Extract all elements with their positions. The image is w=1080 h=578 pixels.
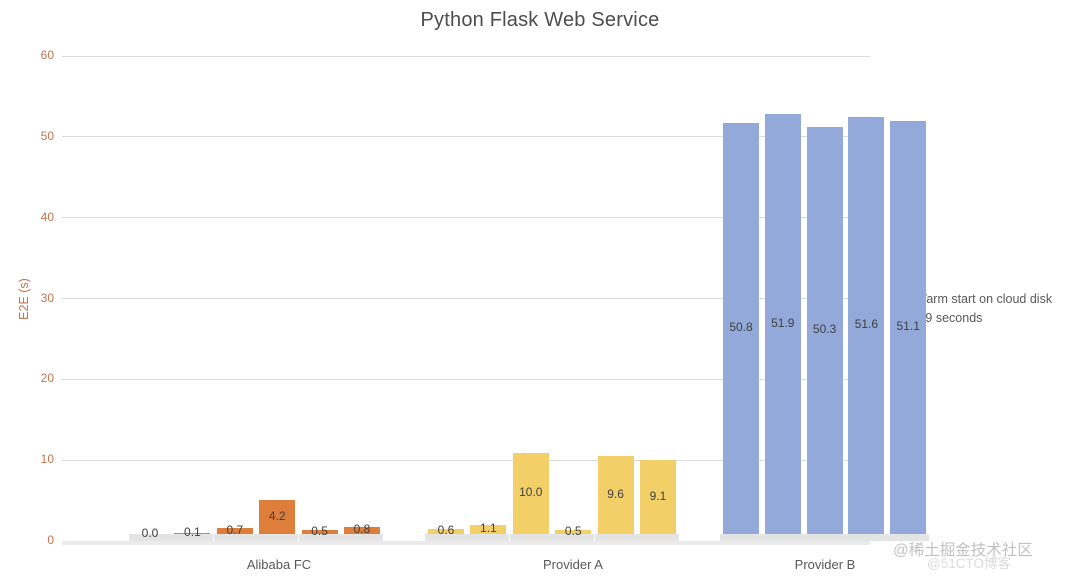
chart-title: Python Flask Web Service [420, 9, 660, 31]
bar-value-label: 0.5 [311, 523, 328, 538]
bar-value-segment [174, 532, 211, 534]
bar-value-label: 9.6 [607, 486, 624, 501]
bar-value-label: 50.8 [729, 320, 753, 335]
bar-warm-start-segment [467, 533, 510, 541]
y-tick-label: 50 [40, 128, 54, 143]
bar-warm-start-segment [845, 533, 888, 541]
bar-value-label: 1.1 [480, 521, 497, 536]
bar-warm-start-segment [887, 533, 930, 541]
bar-value-segment [470, 524, 507, 534]
bar-value-label: 0.5 [564, 523, 582, 538]
bar-value-segment [597, 456, 634, 534]
legend-label: Warm start on cloud disk 0.9 seconds [915, 290, 1052, 328]
bar-warm-start-segment [720, 533, 762, 541]
bar-value-label: 0.1 [184, 525, 201, 540]
bar-warm-start-segment [594, 533, 637, 541]
y-tick-label: 10 [40, 452, 54, 467]
bar-value-segment [848, 116, 885, 534]
category-label-provider-a: Provider A [543, 557, 603, 572]
bar-value-segment [301, 529, 338, 534]
bar-value-label: 51.6 [854, 317, 879, 332]
bar-value-segment [216, 528, 253, 534]
gridline-y10 [62, 459, 870, 461]
bar-value-label: 4.2 [268, 508, 286, 523]
legend: Warm start on cloud disk 0.9 seconds [899, 290, 1052, 328]
bar-value-label: 0.6 [437, 523, 455, 538]
y-tick-label: 20 [40, 371, 54, 386]
bar-value-segment [259, 499, 296, 534]
bar-value-segment [806, 127, 843, 534]
bar-value-segment [640, 460, 676, 534]
y-tick-label: 30 [40, 290, 54, 305]
category-label-alibaba-fc: Alibaba FC [246, 557, 312, 572]
bar-warm-start-segment [637, 533, 679, 541]
bar-value-label: 9.1 [649, 488, 667, 503]
bar-value-segment [512, 452, 549, 534]
bar-warm-start-segment [509, 533, 552, 541]
gridline-y50 [62, 136, 870, 138]
y-tick-label: 40 [40, 209, 54, 224]
bar-value-label: 50.3 [812, 322, 837, 337]
bar-warm-start-segment [552, 533, 595, 541]
category-label-provider-b: Provider B [794, 557, 856, 572]
y-tick-label: 0 [47, 533, 54, 547]
bar-warm-start-segment [298, 533, 341, 541]
bar-warm-start-segment [341, 533, 383, 541]
x-axis-line [62, 541, 870, 545]
bar-value-segment [428, 528, 464, 534]
gridline-y60 [62, 55, 870, 57]
gridline-y40 [62, 217, 870, 219]
bar-value-label: 0.0 [141, 525, 159, 540]
bar-warm-start-segment [213, 533, 256, 541]
bar-value-segment [764, 114, 801, 534]
bar-value-label: 10.0 [519, 485, 543, 500]
bar-warm-start-segment [761, 533, 804, 541]
bar-warm-start-segment [129, 533, 171, 541]
bar-value-label: 51.9 [771, 315, 795, 330]
bar-value-label: 51.1 [896, 319, 920, 334]
gridline-y20 [62, 378, 870, 380]
watermark-51cto: @51CTO博客 [927, 556, 1011, 571]
gridline-y30 [62, 298, 870, 299]
legend-label-line2: 0.9 seconds [915, 311, 983, 325]
watermark-juejin: @稀土掘金技术社区 [893, 542, 1033, 559]
bar-value-label: 0.7 [226, 522, 244, 537]
bar-value-segment [723, 123, 759, 534]
bar-warm-start-segment [803, 533, 846, 541]
bar-warm-start-segment [256, 533, 299, 541]
bar-value-label: 0.8 [353, 522, 371, 537]
bar-value-segment [344, 527, 380, 534]
bar-value-segment [890, 120, 927, 534]
y-tick-label: 60 [40, 48, 54, 62]
legend-label-line1: Warm start on cloud disk [915, 292, 1053, 306]
bar-value-segment [555, 529, 592, 534]
bar-warm-start-segment [425, 533, 467, 541]
bar-warm-start-segment [171, 533, 214, 541]
plot-area: 0 10 20 30 40 50 60 0.0 0.1 0.7 4.2 0.5 0.8 Alibaba F… [41, 48, 930, 572]
